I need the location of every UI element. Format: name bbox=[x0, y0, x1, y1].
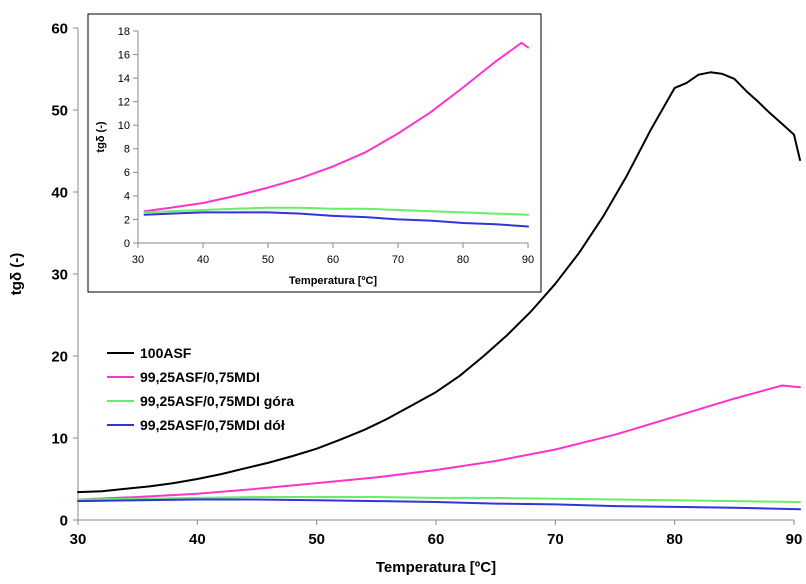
legend-entry-label-0: 100ASF bbox=[140, 345, 192, 361]
main-y-tick-label: 60 bbox=[51, 20, 68, 37]
main-series-line-0 bbox=[77, 71, 801, 494]
main-y-axis-label: tgδ (-) bbox=[8, 253, 25, 295]
inset-series-line-0 bbox=[143, 41, 529, 213]
inset-x-tick-label: 80 bbox=[457, 254, 469, 266]
main-series-line-2 bbox=[77, 496, 801, 503]
main-series-line-1 bbox=[77, 384, 801, 501]
inset-x-tick-label: 90 bbox=[522, 254, 534, 266]
inset-y-tick-label: 4 bbox=[124, 191, 130, 203]
main-y-tick-label: 0 bbox=[60, 512, 68, 529]
main-x-axis-label: Temperatura [ºC] bbox=[376, 559, 496, 576]
inset-y-tick-label: 2 bbox=[124, 214, 130, 226]
main-y-tick-label: 40 bbox=[51, 184, 68, 201]
inset-series-line-2 bbox=[143, 211, 529, 228]
inset-x-tick-label: 50 bbox=[262, 254, 274, 266]
inset-x-tick-label: 70 bbox=[392, 254, 404, 266]
inset-y-tick-label: 16 bbox=[118, 49, 130, 61]
main-x-tick-label: 60 bbox=[428, 531, 445, 548]
inset-y-axis-label: tgδ (-) bbox=[95, 121, 107, 152]
inset-y-tick-label: 14 bbox=[118, 73, 130, 85]
inset-x-tick-label: 40 bbox=[197, 254, 209, 266]
inset-y-tick-label: 8 bbox=[124, 144, 130, 156]
legend-entry-label-2: 99,25ASF/0,75MDI góra bbox=[140, 393, 294, 409]
main-y-tick-label: 10 bbox=[51, 430, 68, 447]
main-x-tick-label: 40 bbox=[189, 531, 206, 548]
inset-y-tick-label: 0 bbox=[124, 238, 130, 250]
inset-chart: 0 2 4 6 8 10 12 14 16 18 30 40 50 60 70 80 90 Temperatura… bbox=[87, 13, 542, 293]
inset-x-tick-label: 60 bbox=[327, 254, 339, 266]
legend-entry-label-1: 99,25ASF/0,75MDI bbox=[140, 369, 260, 385]
inset-frame bbox=[87, 13, 542, 293]
main-x-tick-label: 30 bbox=[70, 531, 87, 548]
main-x-tick-label: 70 bbox=[547, 531, 564, 548]
inset-x-tick-label: 30 bbox=[132, 254, 144, 266]
inset-y-tick-label: 10 bbox=[118, 120, 130, 132]
inset-x-axis-label: Temperatura [ºC] bbox=[289, 275, 377, 287]
main-series-line-3 bbox=[77, 498, 801, 511]
main-x-tick-label: 90 bbox=[786, 531, 803, 548]
main-x-tick-label: 80 bbox=[666, 531, 683, 548]
legend-entry-label-3: 99,25ASF/0,75MDI dół bbox=[140, 417, 285, 433]
inset-series-line-1 bbox=[143, 206, 529, 216]
main-legend: 100ASF 99,25ASF/0,75MDI 99,25ASF/0,75MDI g… bbox=[107, 345, 294, 433]
main-y-tick-label: 50 bbox=[51, 102, 68, 119]
main-x-tick-label: 50 bbox=[308, 531, 325, 548]
main-y-tick-label: 20 bbox=[51, 348, 68, 365]
inset-y-tick-label: 6 bbox=[124, 167, 130, 179]
inset-y-tick-label: 12 bbox=[118, 97, 130, 109]
main-y-tick-label: 30 bbox=[51, 266, 68, 283]
inset-y-tick-label: 18 bbox=[118, 26, 130, 38]
